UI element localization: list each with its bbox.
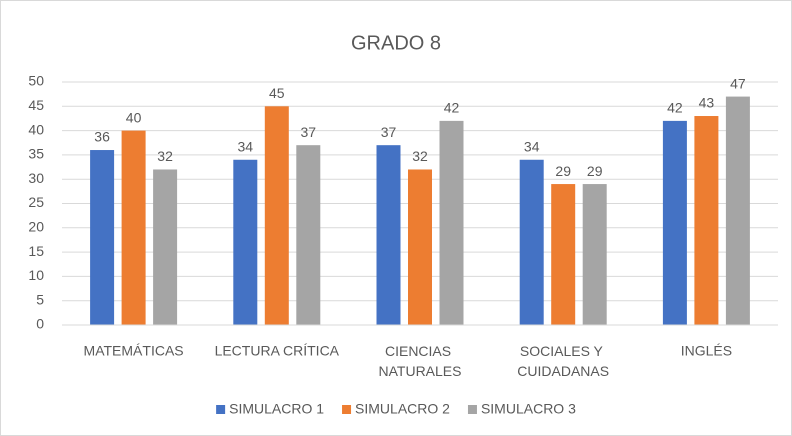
data-label: 45: [269, 85, 285, 101]
data-label: 42: [444, 100, 460, 116]
y-tick-label: 0: [36, 316, 44, 332]
legend-label: SIMULACRO 1: [229, 401, 324, 417]
y-tick-label: 40: [28, 121, 44, 137]
bar: [153, 169, 178, 325]
y-tick-label: 50: [28, 73, 44, 89]
data-label: 29: [587, 163, 603, 179]
y-tick-label: 10: [28, 267, 44, 283]
data-label: 42: [667, 100, 683, 116]
x-tick-label: MATEMÁTICAS: [84, 343, 184, 359]
data-label: 40: [126, 109, 142, 125]
y-tick-label: 30: [28, 170, 44, 186]
bar: [694, 116, 719, 326]
bar: [582, 184, 607, 325]
legend-label: SIMULACRO 2: [355, 401, 450, 417]
bar: [551, 184, 576, 325]
data-label: 43: [699, 95, 715, 111]
legend-swatch: [467, 405, 477, 414]
bar: [233, 159, 258, 325]
legend-swatch: [216, 405, 226, 414]
bar: [439, 120, 464, 325]
data-label: 47: [730, 75, 746, 91]
y-tick-label: 45: [28, 97, 44, 113]
legend-swatch: [342, 405, 352, 414]
x-tick-label: SOCIALES Y CUIDADANAS: [517, 343, 609, 379]
data-label: 37: [381, 124, 397, 140]
data-label: 37: [301, 124, 317, 140]
legend-label: SIMULACRO 3: [481, 401, 576, 417]
y-tick-label: 25: [28, 194, 44, 210]
data-label: 32: [412, 148, 428, 164]
data-label: 32: [157, 148, 173, 164]
bar: [264, 106, 289, 325]
data-label: 36: [94, 129, 110, 145]
data-label: 29: [555, 163, 571, 179]
data-label: 34: [238, 138, 254, 154]
data-label: 34: [524, 138, 540, 154]
chart-title: GRADO 8: [351, 32, 441, 54]
y-tick-label: 5: [36, 291, 44, 307]
bar: [376, 145, 401, 325]
y-tick-label: 35: [28, 146, 44, 162]
y-tick-label: 20: [28, 219, 44, 235]
bar: [121, 130, 146, 325]
x-tick-label: CIENCIAS NATURALES: [379, 343, 462, 379]
bar: [296, 145, 321, 325]
x-tick-label: INGLÉS: [681, 343, 732, 359]
x-tick-label: LECTURA CRÍTICA: [215, 343, 340, 359]
bar: [90, 150, 115, 325]
bar: [662, 120, 687, 325]
bar: [519, 159, 544, 325]
bar: [408, 169, 432, 325]
y-tick-label: 15: [28, 243, 44, 259]
bar: [725, 96, 750, 325]
